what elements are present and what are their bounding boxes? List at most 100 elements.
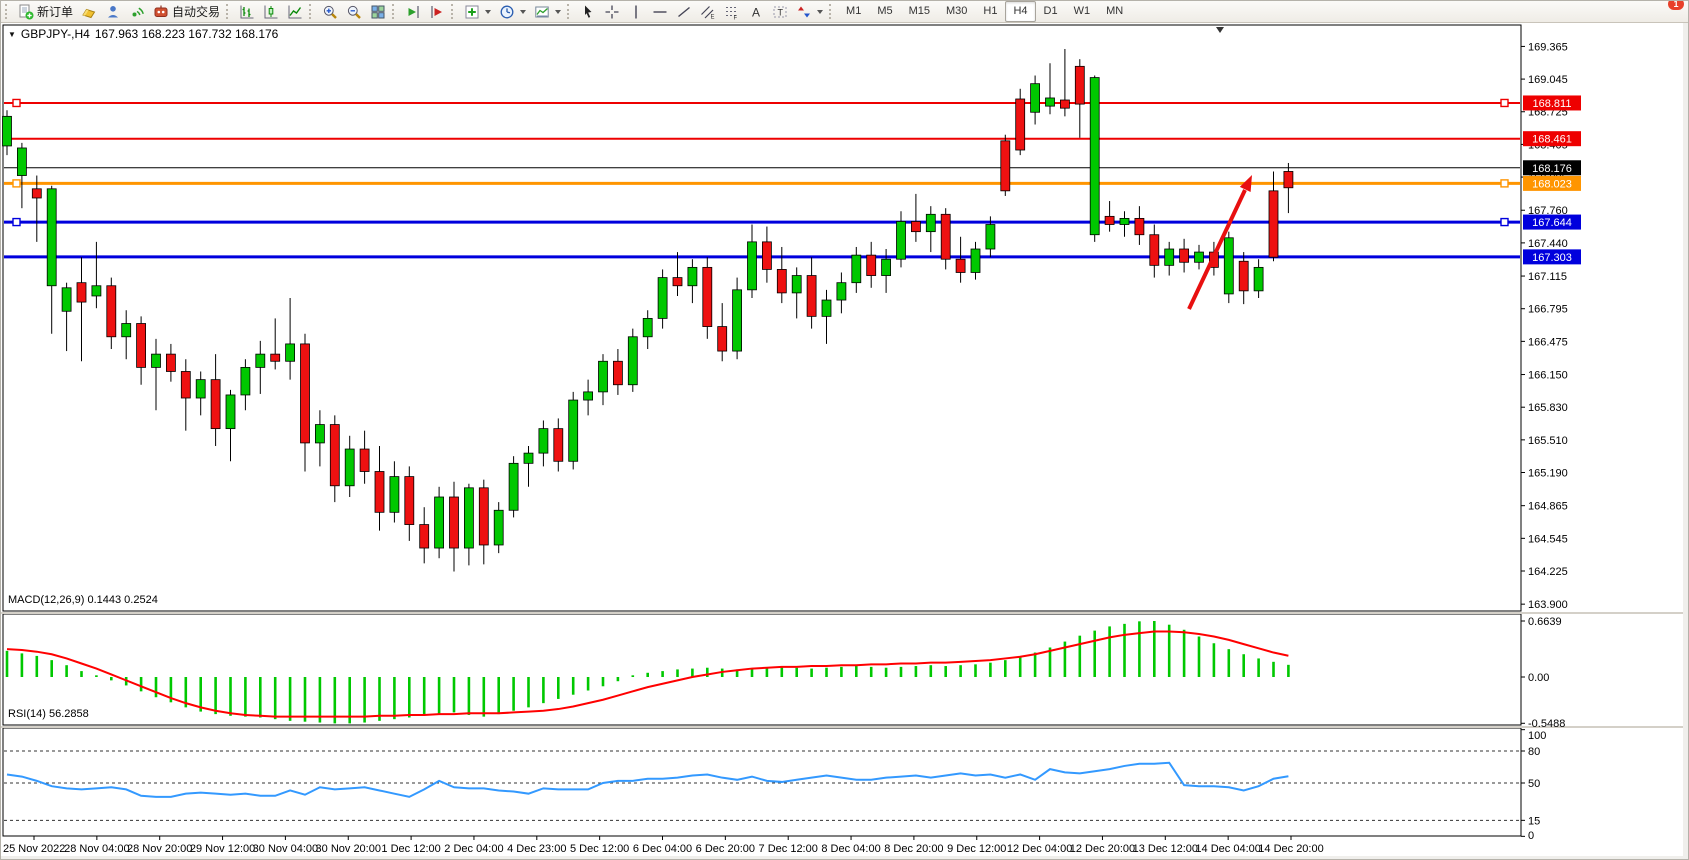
- crosshair-button[interactable]: [600, 1, 624, 22]
- vertical-line-button[interactable]: [624, 1, 648, 22]
- hline-168.811[interactable]: [4, 98, 1520, 108]
- macd-panel[interactable]: [5, 621, 1290, 724]
- chart-shift-marker[interactable]: [1216, 27, 1224, 33]
- time-axis-label: 5 Dec 12:00: [570, 843, 629, 855]
- panel-splitter[interactable]: [1, 726, 1689, 728]
- periods-button[interactable]: [495, 1, 530, 22]
- hline-handle[interactable]: [1500, 179, 1509, 188]
- new-order-button[interactable]: 新订单: [14, 1, 77, 22]
- horizontal-line-button[interactable]: [648, 1, 672, 22]
- candle: [136, 323, 147, 368]
- timeframe-w1-button[interactable]: W1: [1073, 5, 1091, 17]
- timeframe-d1-button[interactable]: D1: [1043, 5, 1058, 17]
- candle: [1074, 65, 1085, 105]
- trendline-icon: [676, 4, 692, 20]
- timeframe-m15-button[interactable]: M15: [908, 5, 930, 17]
- candle: [404, 476, 415, 525]
- candle: [1268, 190, 1279, 258]
- hline-168.023[interactable]: [4, 179, 1520, 188]
- candle: [568, 399, 579, 462]
- rsi-axis[interactable]: 100 80 50 15 0: [1521, 729, 1546, 842]
- candle: [180, 371, 191, 399]
- trendline-button[interactable]: [672, 1, 696, 22]
- cursor-button[interactable]: [576, 1, 600, 22]
- macd-axis[interactable]: 0.6639 0.00 -0.5488: [1521, 616, 1565, 730]
- time-axis-label: 14 Dec 20:00: [1258, 843, 1323, 855]
- fibonacci-button[interactable]: F: [720, 1, 744, 22]
- hline-167.644[interactable]: [4, 217, 1520, 227]
- signals-button[interactable]: [125, 1, 149, 22]
- candle: [493, 509, 504, 546]
- chevron-down-icon[interactable]: [555, 9, 562, 14]
- hline-handle[interactable]: [12, 98, 21, 108]
- candle: [195, 379, 206, 399]
- autotrading-button[interactable]: 自动交易: [149, 1, 224, 22]
- price-badge: [1523, 160, 1581, 176]
- timeframe-m1-button[interactable]: M1: [846, 5, 862, 17]
- candle: [359, 448, 370, 472]
- vline-icon: [628, 4, 644, 20]
- candle: [538, 428, 549, 454]
- indicators-button[interactable]: [460, 1, 495, 22]
- channel-button[interactable]: E: [696, 1, 720, 22]
- candle: [210, 379, 221, 430]
- hline-handle[interactable]: [1500, 217, 1509, 227]
- zoom-out-icon: [346, 4, 362, 20]
- template-icon: [534, 4, 550, 20]
- candle: [106, 285, 117, 338]
- candle: [1223, 237, 1234, 295]
- chart-canvas[interactable]: 169.365169.045168.725168.405168.085167.7…: [1, 23, 1689, 860]
- candle: [374, 471, 385, 513]
- text-button[interactable]: A: [744, 1, 768, 22]
- candlestick-button[interactable]: [259, 1, 283, 22]
- candlestick-series: [2, 48, 1294, 572]
- trend-arrow[interactable]: [1187, 175, 1252, 310]
- candlestick-icon: [263, 4, 279, 20]
- hline-handle[interactable]: [12, 179, 21, 188]
- chart-window[interactable]: 169.365169.045168.725168.405168.085167.7…: [1, 23, 1689, 860]
- chart-shift-button[interactable]: [425, 1, 449, 22]
- candle: [762, 241, 772, 270]
- text-label-button[interactable]: T: [768, 1, 792, 22]
- chevron-down-icon[interactable]: [520, 9, 527, 14]
- bar-chart-button[interactable]: [235, 1, 259, 22]
- window-menu-icon[interactable]: ▼: [8, 29, 16, 39]
- timeframe-h1-button[interactable]: H1: [983, 5, 998, 17]
- candle: [1119, 217, 1130, 225]
- candle: [1283, 171, 1294, 189]
- chevron-down-icon[interactable]: [485, 9, 492, 14]
- hline-handle[interactable]: [1500, 98, 1509, 108]
- timeframe-mn-button[interactable]: MN: [1106, 5, 1124, 17]
- rsi-panel[interactable]: [4, 750, 1520, 821]
- line-chart-button[interactable]: [283, 1, 307, 22]
- autoscroll-button[interactable]: [401, 1, 425, 22]
- candle: [225, 394, 236, 430]
- candle: [314, 424, 325, 444]
- gold-button[interactable]: [77, 1, 101, 22]
- price-axis[interactable]: 169.365169.045168.725168.405168.085167.7…: [1521, 41, 1568, 611]
- candle: [970, 248, 981, 273]
- chart-ohlc-values: 167.963 168.223 167.732 168.176: [94, 27, 279, 41]
- time-axis-label: 6 Dec 04:00: [633, 843, 692, 855]
- candle: [1060, 99, 1070, 109]
- profile-button[interactable]: [101, 1, 125, 22]
- price-axis-label: 164.225: [1528, 566, 1568, 578]
- candle: [434, 496, 445, 549]
- arrows-button[interactable]: [792, 1, 827, 22]
- price-badge: [1523, 175, 1581, 191]
- zoom-out-button[interactable]: [342, 1, 366, 22]
- chevron-down-icon[interactable]: [817, 9, 824, 14]
- templates-button[interactable]: [530, 1, 565, 22]
- price-axis-label: 165.190: [1528, 468, 1568, 480]
- zoom-in-button[interactable]: [318, 1, 342, 22]
- price-badge: [1523, 95, 1581, 111]
- timeframe-m5-button[interactable]: M5: [877, 5, 893, 17]
- timeframe-h4-button[interactable]: H4: [1005, 1, 1036, 22]
- panel-splitter[interactable]: [1, 612, 1689, 614]
- time-axis-label: 28 Nov 04:00: [64, 843, 129, 855]
- tile-windows-button[interactable]: [366, 1, 390, 22]
- panel-frames: [2, 24, 1522, 837]
- timeframe-m30-button[interactable]: M30: [946, 5, 968, 17]
- hline-handle[interactable]: [12, 217, 21, 227]
